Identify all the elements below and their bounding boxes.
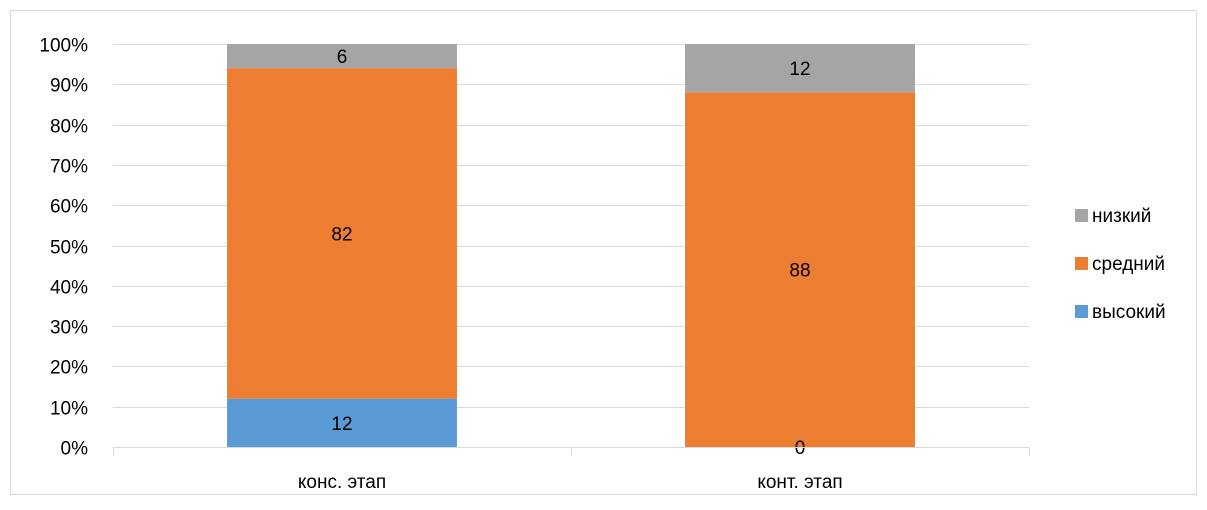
data-label: 82 — [331, 224, 352, 245]
legend-swatch — [1075, 257, 1088, 270]
bar-segment — [685, 92, 915, 448]
y-tick-label: 100% — [39, 36, 88, 57]
data-label: 12 — [331, 414, 352, 435]
legend: низкий средний высокий — [1075, 206, 1166, 323]
legend-swatch — [1075, 209, 1088, 222]
x-tick-label: конс. этап — [298, 472, 386, 493]
legend-swatch — [1075, 305, 1088, 318]
y-tick-label: 30% — [50, 318, 88, 339]
bar-segment — [227, 398, 457, 447]
data-label: 6 — [337, 47, 348, 68]
x-axis: конс. этап конт. этап — [113, 447, 1030, 493]
y-tick-label: 40% — [50, 278, 88, 299]
y-tick-label: 80% — [50, 117, 88, 138]
bars — [227, 44, 915, 448]
bar-segment — [227, 44, 457, 69]
legend-label: высокий — [1092, 302, 1166, 323]
y-tick-label: 0% — [61, 439, 89, 460]
legend-label: низкий — [1092, 206, 1151, 227]
y-tick-label: 60% — [50, 197, 88, 218]
bar-segment — [685, 44, 915, 93]
data-labels: 12 82 6 0 88 12 — [331, 47, 810, 459]
bar-segment — [227, 68, 457, 399]
data-label: 0 — [795, 438, 806, 459]
data-label: 88 — [789, 261, 810, 282]
x-tick-label: конт. этап — [757, 472, 842, 493]
data-label: 12 — [789, 59, 810, 80]
y-tick-label: 70% — [50, 157, 88, 178]
legend-label: средний — [1092, 254, 1165, 275]
y-axis: 0% 10% 20% 30% 40% 50% 60% 70% 80% 90% 100% — [39, 36, 88, 460]
chart-border — [10, 10, 1197, 495]
y-tick-label: 10% — [50, 399, 88, 420]
y-tick-label: 50% — [50, 238, 88, 259]
y-tick-label: 90% — [50, 76, 88, 97]
y-tick-label: 20% — [50, 358, 88, 379]
